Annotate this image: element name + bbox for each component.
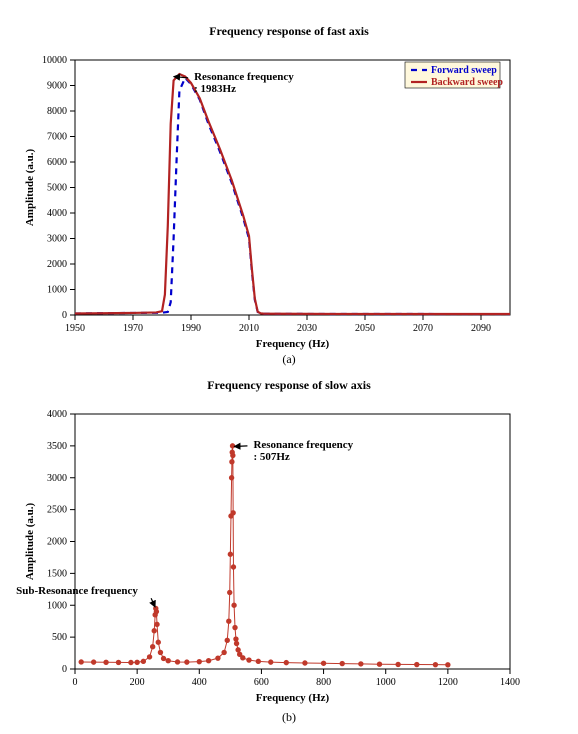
svg-text:2010: 2010	[239, 323, 259, 334]
chart-b-plot-area	[75, 414, 510, 669]
svg-text:2500: 2500	[47, 505, 67, 516]
svg-text:7000: 7000	[47, 132, 67, 143]
svg-text:1400: 1400	[500, 677, 520, 688]
svg-text:1970: 1970	[123, 323, 143, 334]
chart-a-xlabel: Frequency (Hz)	[256, 338, 330, 350]
svg-text:0: 0	[73, 677, 78, 688]
svg-text:1000: 1000	[47, 285, 67, 296]
svg-text:3500: 3500	[47, 441, 67, 452]
svg-text:9000: 9000	[47, 81, 67, 92]
svg-text:400: 400	[192, 677, 207, 688]
chart-a-caption: (a)	[0, 352, 578, 367]
svg-text:4000: 4000	[47, 208, 67, 219]
svg-text:2050: 2050	[355, 323, 375, 334]
svg-text:1950: 1950	[65, 323, 85, 334]
chart-b-caption: (b)	[0, 710, 578, 725]
svg-text:6000: 6000	[47, 157, 67, 168]
svg-text:600: 600	[254, 677, 269, 688]
chart-a-annotation-line1: Resonance frequency	[194, 71, 294, 83]
chart-a-legend-item-1: Backward sweep	[431, 77, 503, 88]
svg-text:0: 0	[62, 310, 67, 321]
chart-b-xlabel: Frequency (Hz)	[256, 692, 330, 704]
chart-b-svg: 0 200 400 600 800 1000 1200 1400 0 500 1000 1500 200…	[0, 394, 578, 704]
chart-b-title: Frequency response of slow axis	[0, 378, 578, 393]
svg-text:1200: 1200	[438, 677, 458, 688]
svg-text:4000: 4000	[47, 409, 67, 420]
chart-b-ylabel: Amplitude (a.u.)	[24, 503, 36, 581]
svg-text:1000: 1000	[376, 677, 396, 688]
svg-text:1000: 1000	[47, 600, 67, 611]
svg-text:0: 0	[62, 664, 67, 675]
chart-a-plot-area	[75, 60, 510, 315]
svg-text:3000: 3000	[47, 234, 67, 245]
svg-text:8000: 8000	[47, 106, 67, 117]
svg-text:500: 500	[52, 632, 67, 643]
chart-b-annotation-main-2: : 507Hz	[253, 451, 289, 463]
svg-text:10000: 10000	[42, 55, 67, 66]
chart-a-title: Frequency response of fast axis	[0, 24, 578, 39]
svg-text:3000: 3000	[47, 473, 67, 484]
chart-a-annotation-line2: : 1983Hz	[194, 83, 236, 95]
svg-text:1500: 1500	[47, 568, 67, 579]
svg-text:2000: 2000	[47, 537, 67, 548]
chart-a-svg: 1950 1970 1990 2010 2030 2050 2070 2090 0 1000 200…	[0, 40, 578, 350]
svg-text:1990: 1990	[181, 323, 201, 334]
chart-a-legend-item-0: Forward sweep	[431, 65, 497, 76]
svg-text:2030: 2030	[297, 323, 317, 334]
chart-b-annotation-main-1: Resonance frequency	[253, 439, 353, 451]
svg-text:800: 800	[316, 677, 331, 688]
svg-text:5000: 5000	[47, 183, 67, 194]
chart-a-ylabel: Amplitude (a.u.)	[24, 149, 36, 227]
svg-text:2090: 2090	[471, 323, 491, 334]
chart-b-annotation-sub: Sub-Resonance frequency	[16, 585, 138, 597]
svg-text:2070: 2070	[413, 323, 433, 334]
svg-text:200: 200	[130, 677, 145, 688]
svg-text:2000: 2000	[47, 259, 67, 270]
